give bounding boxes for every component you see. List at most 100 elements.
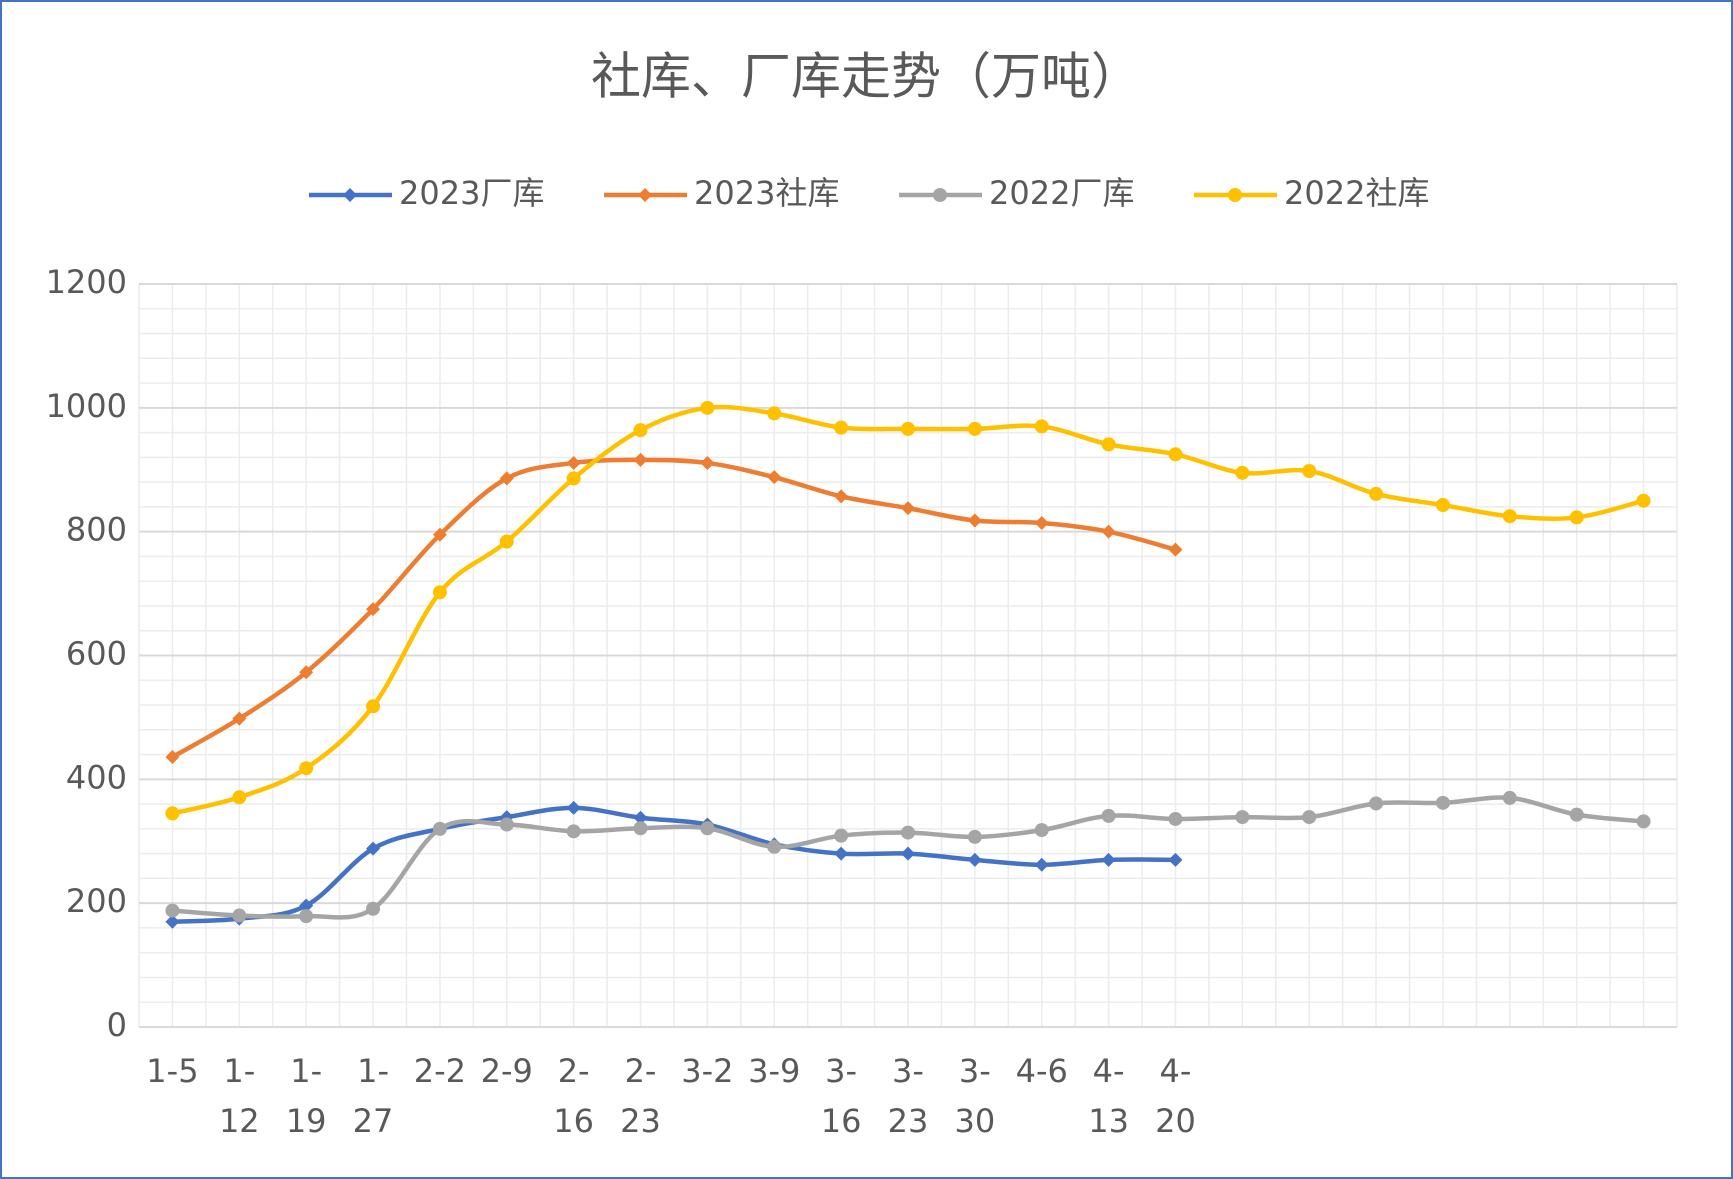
data-point [299, 898, 314, 913]
y-tick-label: 200 [66, 882, 127, 920]
x-tick-label: 4-20 [1155, 1052, 1196, 1140]
data-point [1302, 810, 1317, 825]
data-point [366, 699, 381, 714]
data-point [901, 421, 915, 436]
x-tick-label: 3-16 [821, 1052, 862, 1140]
data-point [1101, 852, 1116, 867]
data-point [1502, 790, 1517, 805]
data-point [165, 903, 180, 918]
data-point [1034, 515, 1049, 530]
data-point [834, 846, 849, 861]
data-point [1168, 447, 1183, 462]
data-point [566, 824, 581, 839]
data-point [767, 839, 782, 854]
data-point [566, 455, 581, 470]
data-point [1168, 852, 1183, 867]
legend-marker [343, 188, 357, 202]
data-point [366, 602, 381, 617]
data-point [366, 901, 381, 916]
data-point [499, 471, 514, 486]
x-tick-label: 2-9 [481, 1052, 533, 1090]
data-point [1435, 795, 1450, 810]
data-point [1101, 437, 1116, 452]
data-point [1101, 524, 1116, 539]
data-point [633, 821, 648, 836]
data-point [1168, 811, 1183, 826]
data-point [299, 761, 314, 776]
data-point [700, 455, 715, 470]
data-point [767, 470, 782, 485]
x-tick-label: 4-6 [1016, 1052, 1068, 1090]
data-point [566, 471, 581, 486]
data-point [299, 909, 314, 924]
data-point [901, 846, 915, 861]
data-point [834, 489, 849, 504]
data-point [432, 527, 447, 542]
series-line [170, 805, 1178, 924]
x-tick-label: 1-19 [286, 1052, 327, 1140]
y-tick-label: 600 [66, 635, 127, 673]
data-point [299, 665, 314, 680]
legend-label: 2022社库 [1284, 174, 1429, 212]
data-point [1636, 814, 1651, 829]
data-point [767, 406, 782, 421]
data-point [700, 821, 715, 836]
data-point [633, 423, 648, 438]
data-point [1101, 808, 1116, 823]
x-tick-label: 3-9 [748, 1052, 800, 1090]
legend-label: 2023厂库 [399, 174, 544, 212]
data-point [967, 829, 982, 844]
x-tick-label: 3-2 [681, 1052, 733, 1090]
y-tick-label: 400 [66, 758, 127, 796]
data-point [232, 711, 247, 726]
chart-title: 社库、厂库走势（万吨） [591, 48, 1141, 106]
data-point [967, 513, 982, 528]
x-tick-label: 1-12 [219, 1052, 260, 1140]
legend-marker [933, 188, 947, 202]
data-point [366, 841, 381, 856]
data-point [1034, 419, 1049, 434]
data-point [1569, 807, 1584, 822]
data-point [1636, 493, 1651, 508]
data-point [165, 750, 180, 765]
data-point [432, 821, 447, 836]
data-point [1502, 509, 1517, 524]
data-point [432, 585, 447, 600]
x-tick-label: 3-23 [888, 1052, 929, 1140]
data-point [633, 452, 648, 467]
data-point [1369, 796, 1384, 811]
data-point [901, 825, 915, 840]
x-tick-label: 2-2 [414, 1052, 466, 1090]
y-tick-label: 0 [107, 1006, 127, 1044]
data-point [499, 534, 514, 549]
y-tick-label: 800 [66, 511, 127, 549]
x-tick-label: 1-5 [146, 1052, 198, 1090]
y-tick-label: 1000 [46, 387, 127, 425]
x-tick-label: 2-23 [620, 1052, 661, 1140]
legend-label: 2022厂库 [989, 174, 1134, 212]
data-point [165, 806, 180, 821]
data-point [1369, 486, 1384, 501]
data-point [1435, 498, 1450, 513]
legend-marker [638, 188, 652, 202]
data-point [232, 908, 247, 923]
data-point [499, 817, 514, 832]
x-tick-label: 1-27 [353, 1052, 394, 1140]
data-point [165, 914, 180, 929]
x-tick-label: 4-13 [1088, 1052, 1129, 1140]
legend-label: 2023社库 [694, 174, 839, 212]
data-point [901, 501, 915, 516]
x-tick-label: 3-30 [955, 1052, 996, 1140]
data-point [967, 421, 982, 436]
data-point [566, 800, 581, 815]
data-point [1569, 510, 1584, 525]
data-point [1168, 542, 1183, 557]
data-point [967, 852, 982, 867]
data-point [1034, 823, 1049, 838]
data-point [1034, 857, 1049, 872]
series-line [170, 457, 1178, 760]
data-point [633, 810, 648, 825]
data-point [834, 420, 849, 435]
x-tick-label: 2-16 [553, 1052, 594, 1140]
